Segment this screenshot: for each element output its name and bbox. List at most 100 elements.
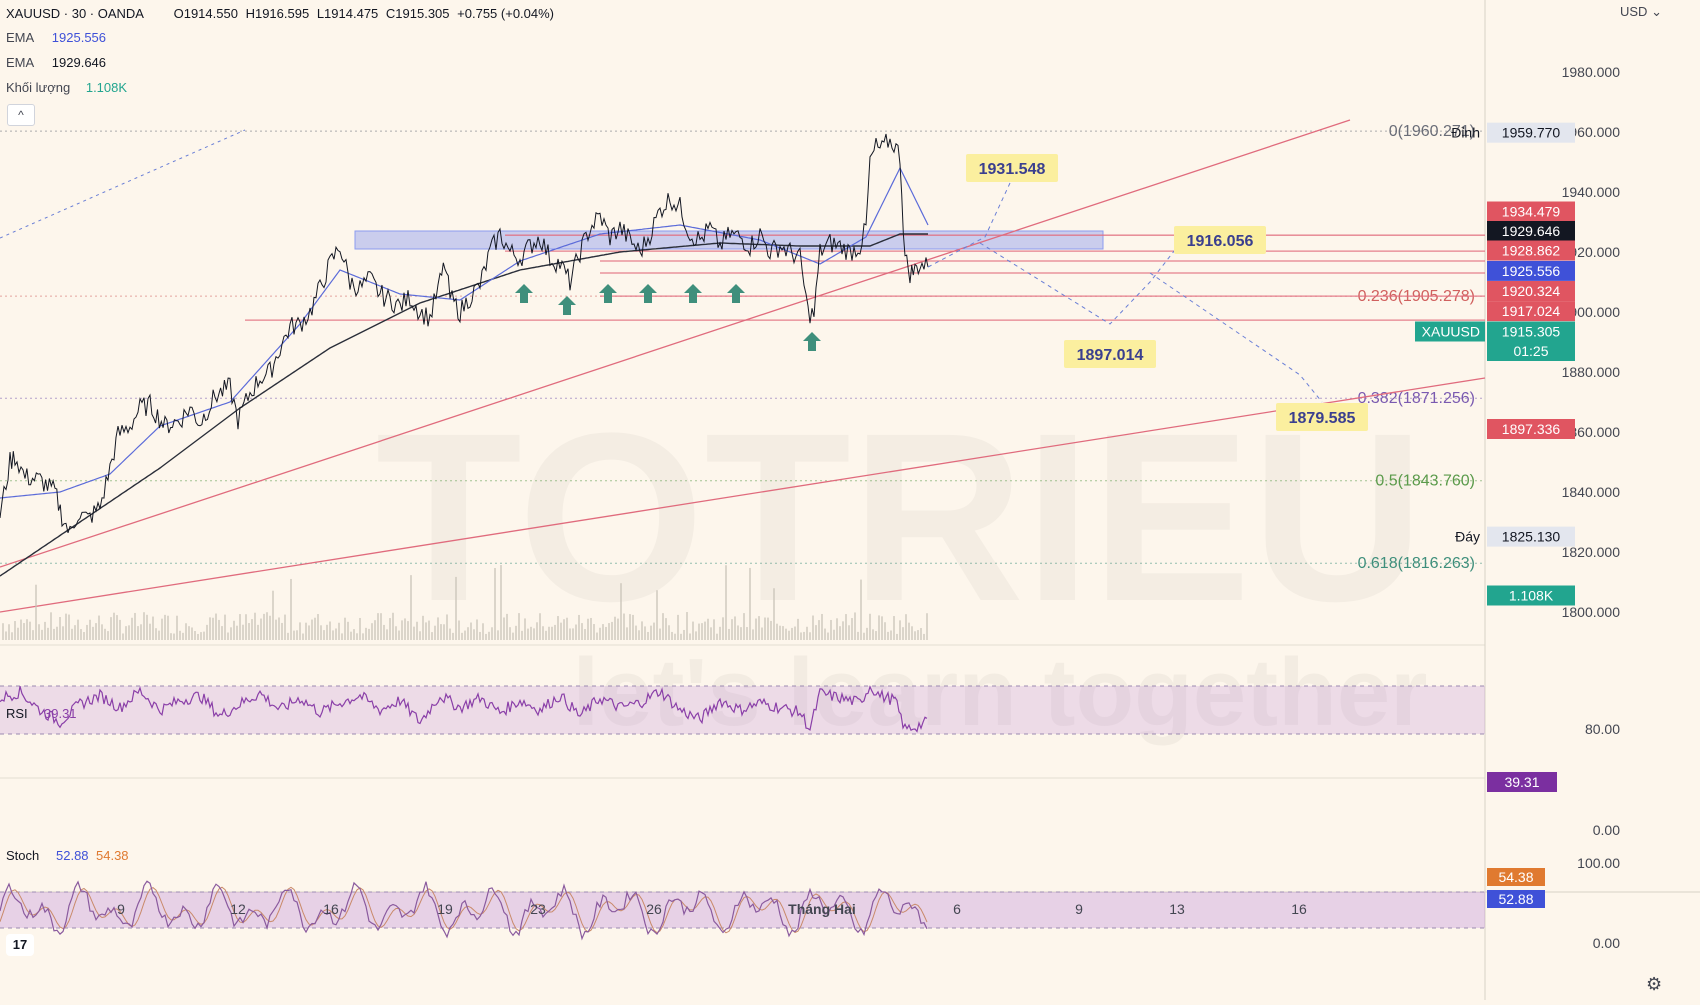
volume-bar <box>152 616 154 640</box>
volume-bar <box>662 613 664 640</box>
ema-slow-legend[interactable]: EMA 1929.646 <box>6 55 110 70</box>
volume-bar <box>29 621 31 640</box>
volume-bar <box>626 627 628 640</box>
volume-bar <box>686 612 688 640</box>
volume-bar <box>764 617 766 640</box>
volume-bar <box>683 629 685 640</box>
volume-bar <box>521 630 523 640</box>
symbol-legend[interactable]: XAUUSD · 30 · OANDA O1914.550 H1916.595 … <box>6 6 558 21</box>
stoch-band <box>0 892 1485 928</box>
time-tick-label: 9 <box>1075 901 1083 917</box>
volume-bar <box>236 625 238 640</box>
currency-selector[interactable]: USD ⌄ <box>1620 4 1662 20</box>
rsi-label: RSI <box>6 706 28 721</box>
volume-bar <box>356 633 358 640</box>
chevron-down-icon: ⌄ <box>1651 4 1662 19</box>
volume-bar <box>758 616 760 640</box>
volume-bar <box>863 632 865 640</box>
volume-bar <box>362 633 364 640</box>
trendline-layer <box>0 119 1486 613</box>
volume-bar <box>575 624 577 640</box>
price-tick-label: 1860.000 <box>1562 424 1621 440</box>
rsi-badge-text: 39.31 <box>1504 774 1539 790</box>
gear-icon[interactable]: ⚙ <box>1646 974 1663 994</box>
price-badge <box>1487 321 1575 342</box>
volume-bar <box>500 565 502 640</box>
volume-bar <box>698 623 700 640</box>
volume-bar <box>800 632 802 640</box>
rsi-line <box>0 685 928 733</box>
volume-bar <box>359 617 361 640</box>
volume-bar <box>506 613 508 640</box>
collapse-legend-button[interactable]: ^ <box>7 104 35 126</box>
volume-bar <box>599 627 601 640</box>
volume-bar <box>401 620 403 640</box>
volume-bar <box>107 631 109 640</box>
tradingview-logo-icon[interactable]: 17 <box>6 934 34 956</box>
volume-bar <box>386 629 388 640</box>
volume-bar <box>116 615 118 640</box>
time-tick-label: 26 <box>646 901 662 917</box>
volume-bar <box>539 613 541 640</box>
volume-bar <box>545 630 547 640</box>
volume-bar <box>89 619 91 640</box>
volume-bar <box>776 623 778 640</box>
volume-bar <box>332 630 334 640</box>
volume-bar <box>161 618 163 640</box>
rsi-panel: RSI 39.31 80.00 0.00 39.31 <box>0 685 1620 838</box>
volume-bar <box>125 626 127 640</box>
volume-bar <box>695 631 697 640</box>
volume-bar <box>644 626 646 640</box>
symbol-title: XAUUSD · 30 · OANDA <box>6 6 144 21</box>
volume-bar <box>470 622 472 640</box>
volume-bar <box>221 626 223 640</box>
volume-bar <box>272 590 274 640</box>
price-badge <box>1487 341 1575 361</box>
volume-bar <box>893 616 895 640</box>
time-tick-label: 16 <box>1291 901 1307 917</box>
volume-bar <box>788 630 790 640</box>
volume-bar <box>26 619 28 640</box>
volume-legend[interactable]: Khối lượng 1.108K <box>6 80 131 95</box>
ema-fast-legend[interactable]: EMA 1925.556 <box>6 30 110 45</box>
volume-bar <box>533 628 535 640</box>
volume-bar <box>344 617 346 640</box>
volume-bar <box>341 633 343 640</box>
volume-bar <box>869 613 871 640</box>
rsi-tick-label: 80.00 <box>1585 721 1620 737</box>
volume-bar <box>734 616 736 640</box>
volume-bar <box>920 628 922 640</box>
volume-bar <box>53 628 55 640</box>
volume-bar <box>389 618 391 640</box>
volume-bar <box>716 633 718 640</box>
volume-bar <box>326 624 328 640</box>
volume-bar <box>593 624 595 640</box>
volume-bar <box>485 633 487 640</box>
stoch-k-badge-text: 52.88 <box>1498 891 1533 907</box>
volume-bar <box>14 621 16 640</box>
stoch-k-badge <box>1487 890 1545 908</box>
watermark-brand: TOTRIEU <box>376 383 1425 651</box>
volume-bar <box>305 622 307 640</box>
price-badge-text: 01:25 <box>1513 343 1548 359</box>
currency-label: USD <box>1620 4 1648 19</box>
volume-bar <box>149 623 151 640</box>
fib-level-label: 0(1960.271) <box>1389 123 1475 140</box>
volume-bar <box>596 632 598 640</box>
price-side-label: Đỉnh <box>1451 125 1480 141</box>
volume-bar <box>371 623 373 640</box>
stoch-tick-label: 100.00 <box>1577 855 1620 871</box>
volume-bar <box>380 613 382 640</box>
volume-bar <box>449 628 451 640</box>
volume-bar <box>173 633 175 640</box>
volume-bar <box>527 628 529 640</box>
volume-bar <box>608 623 610 640</box>
volume-bar <box>347 621 349 640</box>
volume-bar <box>497 630 499 640</box>
volume-bar <box>482 623 484 640</box>
projection-label-box <box>966 154 1058 182</box>
volume-bar <box>56 626 58 640</box>
volume-bar <box>728 628 730 640</box>
price-badge <box>1487 281 1575 301</box>
